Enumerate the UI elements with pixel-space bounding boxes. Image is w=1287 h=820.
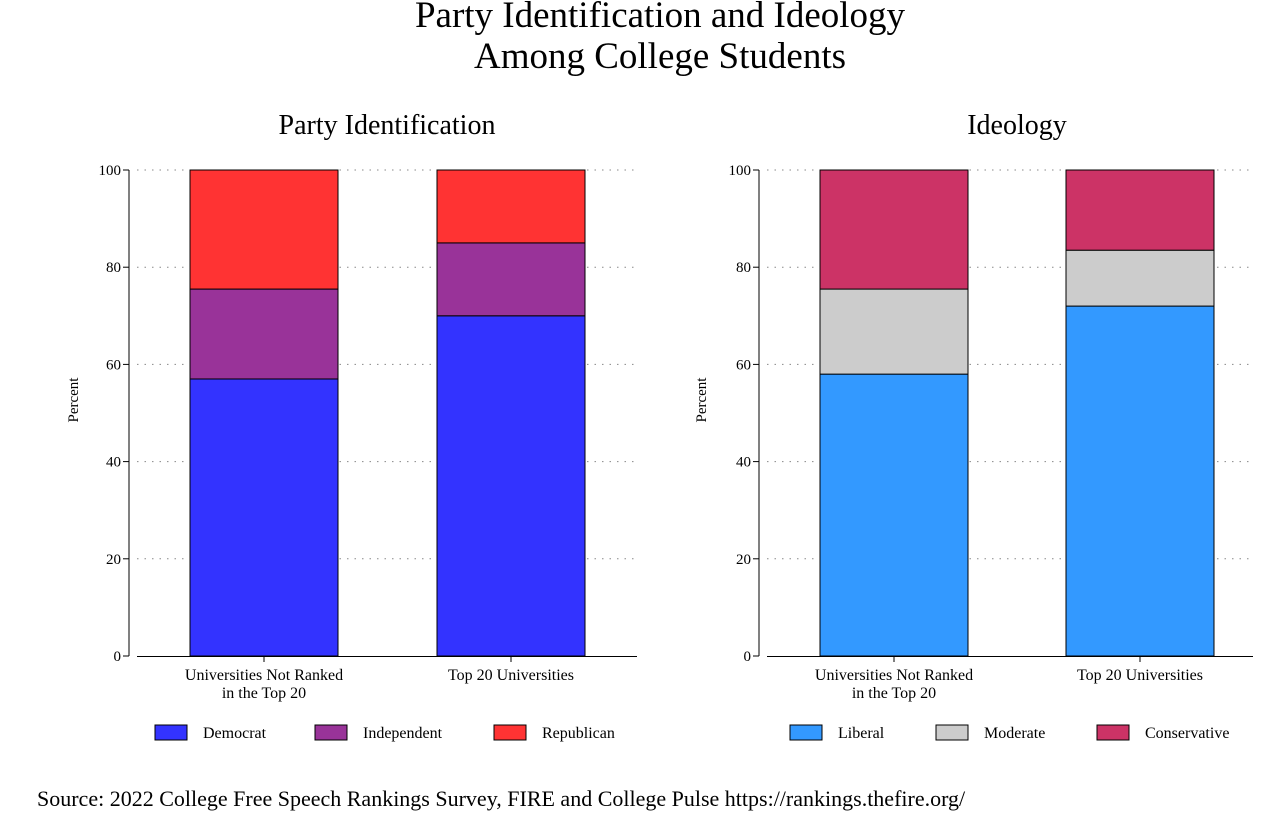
source-note: Source: 2022 College Free Speech Ranking… xyxy=(37,786,966,811)
x-category-label: Universities Not Ranked xyxy=(185,667,343,684)
bar-segment-republican xyxy=(189,169,339,290)
legend-swatch-liberal xyxy=(789,724,823,741)
y-tick-label: 80 xyxy=(106,260,121,276)
legend-swatch-republican xyxy=(493,724,527,741)
bar-segment-republican xyxy=(436,169,586,244)
bar-segment-liberal xyxy=(1065,305,1215,657)
legend-label-democrat: Democrat xyxy=(203,725,267,742)
y-axis-label: Percent xyxy=(694,377,710,423)
legend-label-independent: Independent xyxy=(363,725,443,742)
y-tick-label: 100 xyxy=(729,163,752,179)
legend-label-conservative: Conservative xyxy=(1145,725,1229,742)
bar-segment-moderate xyxy=(819,288,969,375)
bar-segment-democrat xyxy=(436,315,586,657)
bar-segment-independent xyxy=(436,242,586,317)
bar-segment-independent xyxy=(189,288,339,380)
legend: Democrat Independent Republican xyxy=(154,724,615,742)
y-tick-label: 60 xyxy=(736,357,751,373)
x-category-label: Top 20 Universities xyxy=(1077,667,1203,684)
bar-segment-democrat xyxy=(189,378,339,657)
y-tick-label: 20 xyxy=(106,552,121,568)
y-tick-label: 20 xyxy=(736,552,751,568)
y-tick-label: 40 xyxy=(736,455,751,471)
x-category-label: Top 20 Universities xyxy=(448,667,574,684)
y-tick-label: 0 xyxy=(744,649,752,665)
y-tick-label: 100 xyxy=(99,163,122,179)
x-category-label: in the Top 20 xyxy=(222,685,306,702)
bar-segment-liberal xyxy=(819,373,969,657)
x-category-label: Universities Not Ranked xyxy=(815,667,973,684)
legend-label-liberal: Liberal xyxy=(838,725,885,742)
y-tick-label: 60 xyxy=(106,357,121,373)
legend-swatch-conservative xyxy=(1096,724,1130,741)
figure-title-line-2: Among College Students xyxy=(474,36,846,77)
legend-label-moderate: Moderate xyxy=(984,725,1045,742)
bar-segment-conservative xyxy=(1065,169,1215,251)
chart-panel-1: Party Identification 0 20 40 60 80 100 Percent U… xyxy=(66,110,637,742)
panel-title: Party Identification xyxy=(279,110,496,141)
legend-swatch-moderate xyxy=(935,724,969,741)
legend-label-republican: Republican xyxy=(542,725,615,742)
y-tick-label: 0 xyxy=(114,649,122,665)
x-category-label: in the Top 20 xyxy=(852,685,936,702)
y-axis-label: Percent xyxy=(66,377,82,423)
chart-panel-2: Ideology 0 20 40 60 80 100 Percent Universities … xyxy=(694,110,1253,742)
legend-swatch-independent xyxy=(314,724,348,741)
figure-title-line-1: Party Identification and Ideology xyxy=(415,0,906,36)
bar-segment-moderate xyxy=(1065,249,1215,307)
chart-panels: Party Identification 0 20 40 60 80 100 Percent U… xyxy=(66,110,1253,742)
legend: Liberal Moderate Conservative xyxy=(789,724,1229,742)
y-tick-label: 40 xyxy=(106,455,121,471)
bar-segment-conservative xyxy=(819,169,969,290)
y-tick-label: 80 xyxy=(736,260,751,276)
legend-swatch-democrat xyxy=(154,724,188,741)
panel-title: Ideology xyxy=(967,110,1067,141)
